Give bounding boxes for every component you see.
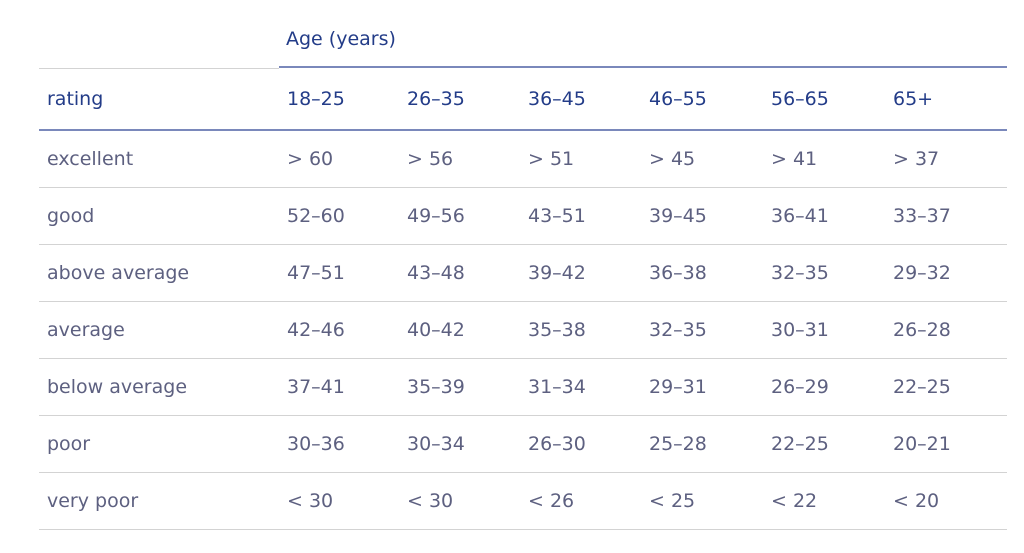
value-cell: 20–21 (893, 433, 951, 455)
header-cell-age-65-plus: 65+ (893, 87, 934, 110)
header-cell-rating: rating (47, 87, 104, 110)
rating-cell: very poor (47, 490, 139, 512)
table-row: poor 30–36 30–34 26–30 25–28 22–25 20–21 (39, 416, 1007, 473)
value-cell: < 26 (528, 490, 575, 512)
value-cell: 26–30 (528, 433, 586, 455)
rating-cell: poor (47, 433, 91, 455)
value-cell: 35–39 (407, 376, 465, 398)
value-cell: 29–31 (649, 376, 707, 398)
value-cell: 25–28 (649, 433, 707, 455)
value-cell: 36–41 (771, 205, 829, 227)
value-cell: > 60 (287, 148, 334, 170)
value-cell: > 41 (771, 148, 818, 170)
table-header-row: rating 18–25 26–35 36–45 46–55 56–65 65+ (39, 68, 1007, 131)
value-cell: 26–28 (893, 319, 951, 341)
value-cell: > 51 (528, 148, 575, 170)
value-cell: > 56 (407, 148, 454, 170)
value-cell: 30–34 (407, 433, 465, 455)
value-cell: 30–31 (771, 319, 829, 341)
group-header-left-rule (39, 68, 279, 69)
header-cell-age-36-45: 36–45 (528, 87, 586, 110)
value-cell: 32–35 (649, 319, 707, 341)
value-cell: > 45 (649, 148, 696, 170)
value-cell: > 37 (893, 148, 940, 170)
value-cell: 22–25 (771, 433, 829, 455)
value-cell: 52–60 (287, 205, 345, 227)
value-cell: 37–41 (287, 376, 345, 398)
table-row: above average 47–51 43–48 39–42 36–38 32… (39, 245, 1007, 302)
value-cell: 49–56 (407, 205, 465, 227)
value-cell: < 25 (649, 490, 696, 512)
table-row: excellent > 60 > 56 > 51 > 45 > 41 > 37 (39, 131, 1007, 188)
rating-cell: average (47, 319, 125, 341)
value-cell: 36–38 (649, 262, 707, 284)
value-cell: < 20 (893, 490, 940, 512)
rating-cell: above average (47, 262, 190, 284)
value-cell: < 22 (771, 490, 818, 512)
value-cell: 35–38 (528, 319, 586, 341)
value-cell: 33–37 (893, 205, 951, 227)
value-cell: 22–25 (893, 376, 951, 398)
value-cell: 43–51 (528, 205, 586, 227)
value-cell: 43–48 (407, 262, 465, 284)
table-row: average 42–46 40–42 35–38 32–35 30–31 26… (39, 302, 1007, 359)
table-row: good 52–60 49–56 43–51 39–45 36–41 33–37 (39, 188, 1007, 245)
value-cell: 29–32 (893, 262, 951, 284)
value-cell: 30–36 (287, 433, 345, 455)
table-row: below average 37–41 35–39 31–34 29–31 26… (39, 359, 1007, 416)
group-header-rule (279, 66, 1007, 68)
column-group-header: Age (years) (39, 0, 1007, 69)
value-cell: < 30 (407, 490, 454, 512)
value-cell: 31–34 (528, 376, 586, 398)
value-cell: 40–42 (407, 319, 465, 341)
value-cell: < 30 (287, 490, 334, 512)
value-cell: 47–51 (287, 262, 345, 284)
header-cell-age-56-65: 56–65 (771, 87, 829, 110)
value-cell: 39–42 (528, 262, 586, 284)
header-cell-age-18-25: 18–25 (287, 87, 345, 110)
value-cell: 26–29 (771, 376, 829, 398)
value-cell: 39–45 (649, 205, 707, 227)
rating-table: Age (years) rating 18–25 26–35 36–45 46–… (39, 0, 1007, 530)
value-cell: 42–46 (287, 319, 345, 341)
age-group-label: Age (years) (286, 28, 396, 50)
header-cell-age-26-35: 26–35 (407, 87, 465, 110)
header-cell-age-46-55: 46–55 (649, 87, 707, 110)
rating-cell: excellent (47, 148, 134, 170)
value-cell: 32–35 (771, 262, 829, 284)
rating-cell: good (47, 205, 95, 227)
table-row: very poor < 30 < 30 < 26 < 25 < 22 < 20 (39, 473, 1007, 530)
rating-cell: below average (47, 376, 188, 398)
